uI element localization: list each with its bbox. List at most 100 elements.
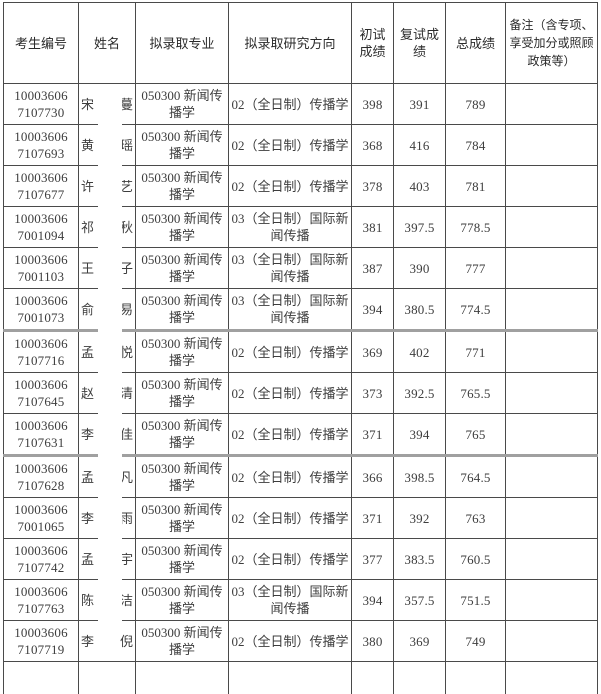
name-first-char: 孟 [81,469,94,486]
col-header-retest-score: 复试成绩 [394,3,446,84]
direction-cell: 02（全日制）传播学 [229,166,352,207]
initial-score-cell: 398 [352,84,394,125]
total-score-cell: 777 [446,248,506,289]
candidate-number-line2: 7001073 [6,309,76,326]
candidate-number-line1: 10003606 [6,292,76,309]
retest-score-cell: 398.5 [394,456,446,498]
col-header-name: 姓名 [79,3,136,84]
total-score-cell: 749 [446,621,506,662]
direction-cell: 02（全日制）传播学 [229,498,352,539]
candidate-number-line1: 10003606 [6,624,76,641]
retest-score-cell: 402 [394,331,446,373]
candidate-number-line2: 7107719 [6,641,76,658]
candidate-number-line2: 7107628 [6,477,76,494]
direction-cell: 02（全日制）传播学 [229,125,352,166]
initial-score-cell: 394 [352,289,394,331]
candidate-number-line2: 7107763 [6,600,76,617]
major-cell: 050300 新闻传播学 [136,166,229,207]
major-cell: 050300 新闻传播学 [136,621,229,662]
initial-score-cell: 366 [352,456,394,498]
candidate-number-line2: 7001065 [6,518,76,535]
direction-cell: 03（全日制）国际新闻传播 [229,207,352,248]
retest-score-cell: 403 [394,166,446,207]
retest-score-cell [394,662,446,694]
retest-score-cell: 392 [394,498,446,539]
remark-cell [506,580,598,621]
candidate-number-line1: 10003606 [6,417,76,434]
major-cell: 050300 新闻传播学 [136,207,229,248]
remark-cell [506,84,598,125]
name-first-char: 宋 [81,96,94,113]
name-cell: 李倪 [79,621,136,662]
major-cell: 050300 新闻传播学 [136,125,229,166]
header-row: 考生编号 姓名 拟录取专业 拟录取研究方向 初试成绩 复试成绩 总成绩 备注（含… [4,3,598,84]
major-cell: 050300 新闻传播学 [136,84,229,125]
candidate-number-line1: 10003606 [6,501,76,518]
retest-score-cell: 416 [394,125,446,166]
major-cell: 050300 新闻传播学 [136,289,229,331]
major-cell: 050300 新闻传播学 [136,414,229,456]
name-first-char: 李 [81,426,94,443]
name-redaction-overlay [98,84,122,626]
remark-cell [506,207,598,248]
direction-cell [229,662,352,694]
initial-score-cell: 394 [352,580,394,621]
name-last-char: 倪 [120,633,133,650]
remark-cell [506,125,598,166]
name-first-char: 孟 [81,344,94,361]
name-first-char: 赵 [81,385,94,402]
candidate-number-line2: 7107645 [6,393,76,410]
retest-score-cell: 394 [394,414,446,456]
candidate-number-line2: 7107631 [6,434,76,451]
candidate-number-line1: 10003606 [6,376,76,393]
admission-table-wrapper: 考生编号 姓名 拟录取专业 拟录取研究方向 初试成绩 复试成绩 总成绩 备注（含… [3,2,598,694]
total-score-cell: 781 [446,166,506,207]
remark-cell [506,456,598,498]
candidate-number-line2: 7001094 [6,227,76,244]
total-score-cell: 760.5 [446,539,506,580]
remark-cell [506,498,598,539]
total-score-cell: 751.5 [446,580,506,621]
direction-cell: 02（全日制）传播学 [229,84,352,125]
total-score-cell: 765.5 [446,373,506,414]
total-score-cell: 778.5 [446,207,506,248]
candidate-number-line2: 7107693 [6,145,76,162]
direction-cell: 02（全日制）传播学 [229,539,352,580]
major-cell: 050300 新闻传播学 [136,580,229,621]
col-header-total-score: 总成绩 [446,3,506,84]
initial-score-cell: 378 [352,166,394,207]
initial-score-cell: 371 [352,498,394,539]
total-score-cell: 763 [446,498,506,539]
initial-score-cell: 380 [352,621,394,662]
retest-score-cell: 369 [394,621,446,662]
candidate-number-line2: 7107730 [6,104,76,121]
name-first-char: 陈 [81,592,94,609]
remark-cell [506,248,598,289]
candidate-number-line1: 10003606 [6,87,76,104]
initial-score-cell: 373 [352,373,394,414]
name-first-char: 黄 [81,137,94,154]
major-cell: 050300 新闻传播学 [136,373,229,414]
candidate-number-line1: 10003606 [6,583,76,600]
candidate-number-line1: 10003606 [6,542,76,559]
retest-score-cell: 380.5 [394,289,446,331]
initial-score-cell [352,662,394,694]
initial-score-cell: 377 [352,539,394,580]
total-score-cell: 764.5 [446,456,506,498]
candidate-number-line2: 7107677 [6,186,76,203]
major-cell: 050300 新闻传播学 [136,498,229,539]
initial-score-cell: 371 [352,414,394,456]
